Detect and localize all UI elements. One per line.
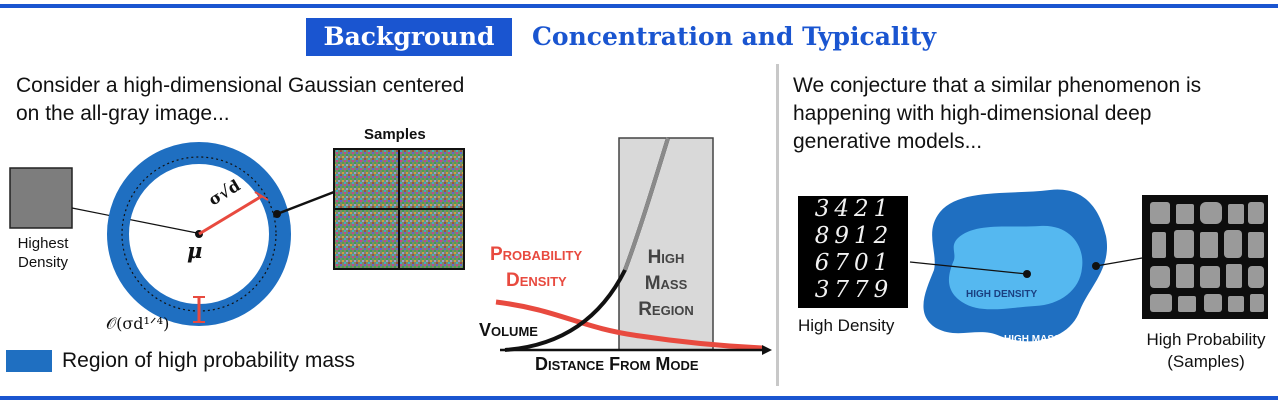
volume-label: Volume [479,320,538,340]
high-probability-caption-line1: High Probability [1146,330,1266,349]
top-rule [0,4,1278,8]
right-intro-line3: generative models... [793,130,983,153]
highest-density-pointer [71,207,198,234]
left-intro-line2: on the all-gray image... [16,102,230,125]
high-density-pointer-right [909,261,1028,275]
high-probability-pointer [1095,257,1143,267]
samples-pointer [276,190,335,216]
panel-divider [776,64,779,386]
highest-density-label-line2: Density [17,254,69,271]
high-mass-label-line1: High [647,247,685,268]
radius-line [198,194,263,236]
legend-label: Region of high probability mass [62,349,355,372]
high-mass-region-box [618,137,714,351]
slide-title: Concentration and Typicality [532,22,936,51]
shell-width-label: 𝒪(σd¹ᐟ⁴) [106,314,170,333]
high-probability-caption-line2: (Samples) [1167,352,1245,371]
right-intro-line2: happening with high-dimensional deep [793,102,1152,125]
digits-row-1: 3421 [814,196,894,222]
high-mass-label-line2: Mass [644,273,688,294]
left-intro-line1: Consider a high-dimensional Gaussian cen… [16,74,465,97]
radius-cap [254,191,269,201]
digits-row-2: 8912 [814,223,894,249]
mu-label: μ [187,238,203,263]
probability-density-curve [495,299,763,351]
probability-density-label-line2: Density [506,270,567,291]
x-axis-arrow [762,345,772,355]
digits-row-3: 6701 [814,250,894,276]
x-axis-label: Distance From Mode [535,354,699,374]
right-intro-line1: We conjecture that a similar phenomenon … [793,74,1202,97]
section-badge: Background [306,18,512,56]
high-density-caption: High Density [798,316,895,335]
blob-outer-label: HIGH MASS [1004,334,1061,345]
mnist-digits-panel [798,196,908,308]
probability-density-label-line1: Probability [490,244,583,265]
bottom-rule [0,396,1278,400]
gray-image [9,167,73,229]
legend-swatch [6,350,52,372]
blob-inner-label: HIGH DENSITY [966,289,1038,300]
highest-density-label-line1: Highest [17,235,69,252]
high-mass-label-line3: Region [638,299,694,320]
fashion-items [1150,202,1264,312]
digits-row-4: 3779 [814,277,894,303]
high-density-blob [948,225,1083,310]
samples-label: Samples [364,126,426,143]
